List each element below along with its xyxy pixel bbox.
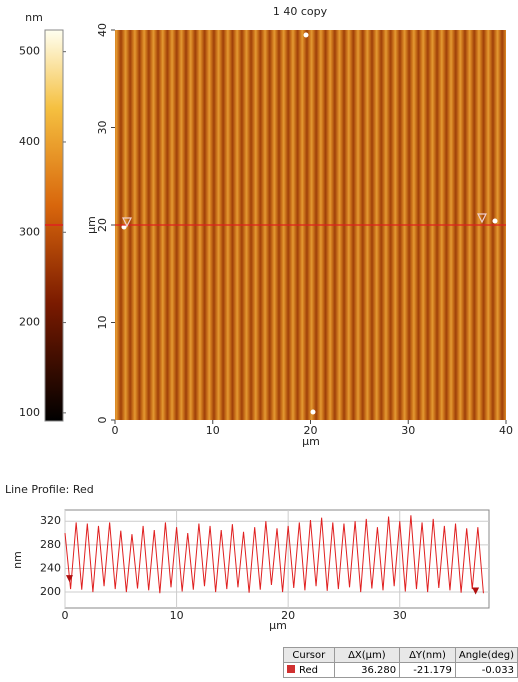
header-cell: Angle(deg)	[454, 647, 518, 663]
y-tick-label: 280	[40, 538, 61, 551]
marker-dot	[310, 409, 316, 415]
cell-text: Red	[299, 664, 318, 676]
screen: 1 40 copy nm µm µm Line Profile: Red nm …	[5, 5, 513, 632]
x-tick-label: 30	[401, 424, 415, 437]
y-tick-label: 0	[96, 417, 109, 424]
marker-dot	[492, 218, 498, 224]
profile-cursor	[472, 587, 480, 595]
profile-title: Line Profile: Red	[5, 483, 94, 496]
marker-dot	[121, 224, 127, 230]
x-tick-label: 40	[499, 424, 513, 437]
colorbar-tick-label: 300	[19, 225, 40, 238]
colorbar-tick-label: 500	[19, 45, 40, 58]
header-cell: Cursor	[283, 647, 335, 663]
colorbar-tick-label: 100	[19, 406, 40, 419]
x-tick-label: 10	[206, 424, 220, 437]
x-tick-label: 0	[62, 609, 69, 622]
y-tick-label: 320	[40, 514, 61, 527]
colorbar-tick-label: 400	[19, 135, 40, 148]
cursor-triangle	[477, 213, 487, 224]
y-tick-label: 40	[96, 23, 109, 37]
header-cell: ΔY(nm)	[399, 647, 456, 663]
profile-line	[64, 515, 484, 594]
y-axis-label: nm	[11, 551, 24, 569]
colorbar-tick-label: 200	[19, 316, 40, 329]
marker-dot	[303, 32, 309, 38]
header-cell: ΔX(µm)	[333, 647, 401, 663]
y-tick-label: 200	[40, 585, 61, 598]
y-tick-label: 240	[40, 561, 61, 574]
x-axis-label: µm	[269, 619, 287, 632]
cursor-triangle	[122, 217, 132, 228]
y-tick-label: 30	[96, 121, 109, 135]
x-tick-label: 20	[304, 424, 318, 437]
x-tick-label: 20	[281, 609, 295, 622]
y-tick-label: 20	[96, 218, 109, 232]
x-axis-label: µm	[302, 435, 320, 448]
cell: -21.179	[399, 662, 456, 678]
cell: -0.033	[454, 662, 518, 678]
image-title: 1 40 copy	[273, 5, 328, 18]
swatch	[287, 664, 295, 673]
cell: 36.280	[333, 662, 401, 678]
y-tick-label: 10	[96, 316, 109, 330]
cursor-table: Cursor ΔX(µm) ΔY(nm) Angle(deg) Red 36.280 -2…	[283, 647, 518, 678]
colorbar-label: nm	[25, 11, 43, 24]
y-axis-label: µm	[85, 216, 98, 234]
x-tick-label: 0	[112, 424, 119, 437]
x-tick-label: 10	[170, 609, 184, 622]
x-tick-label: 30	[393, 609, 407, 622]
profile-cursor	[65, 575, 73, 583]
cell: Red	[283, 662, 335, 678]
